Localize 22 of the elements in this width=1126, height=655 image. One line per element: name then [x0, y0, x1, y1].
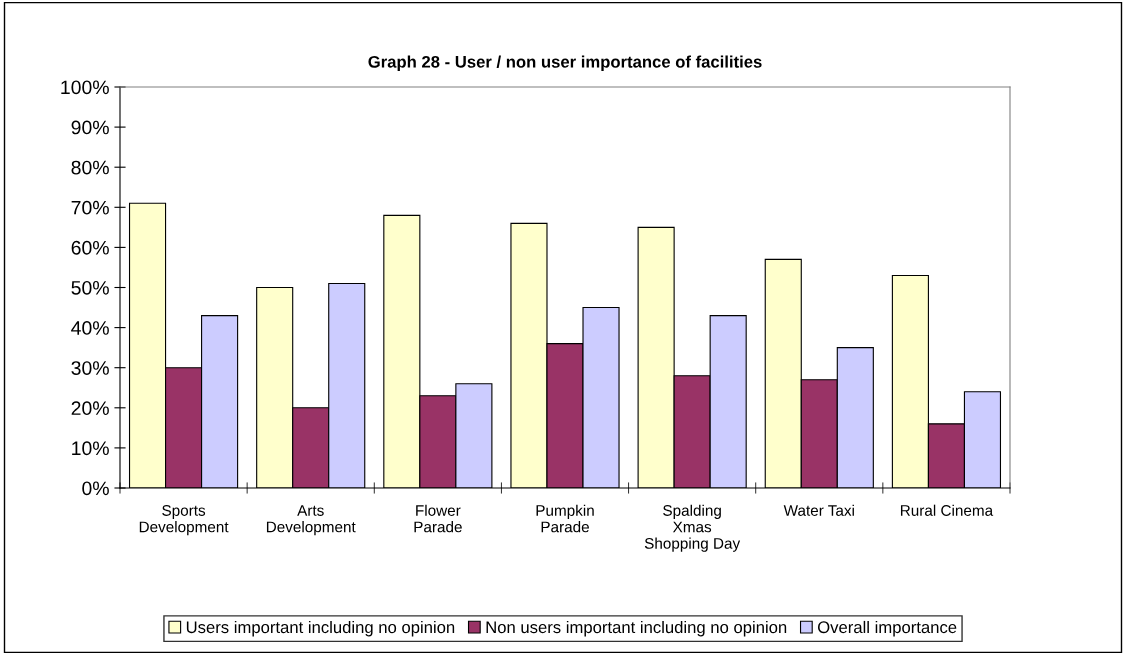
x-tick-label: Rural Cinema [900, 504, 994, 516]
y-tick-label: 70% [71, 200, 109, 215]
x-tick-label: Spalding Xmas Shopping Day [644, 504, 741, 552]
y-tick-label: 90% [71, 120, 109, 135]
x-tick-label: Flower Parade [414, 504, 462, 533]
y-tick-label: 20% [71, 401, 109, 416]
x-tick-label: Arts Development [266, 505, 356, 536]
x-tick-label: Water Taxi [783, 504, 854, 516]
y-tick-label: 80% [71, 160, 109, 175]
legend-label: Non users important including no opinion [486, 620, 787, 637]
y-tick-label: 30% [71, 361, 109, 375]
chart-title: Graph 28 - User / non user importance of facilities [368, 55, 762, 72]
legend-label: Overall importance [817, 620, 957, 637]
legend-label: Users important including no opinion [186, 620, 455, 637]
x-tick-label: Pumpkin Parade [536, 504, 594, 533]
y-tick-label: 10% [72, 441, 109, 456]
x-tick-label: Sports Development [139, 505, 229, 536]
y-tick-label: 50% [71, 280, 109, 295]
y-tick-label: 60% [71, 240, 109, 255]
y-tick-label: 100% [61, 80, 109, 95]
y-tick-label: 0% [82, 481, 109, 496]
y-tick-label: 40% [71, 321, 109, 335]
